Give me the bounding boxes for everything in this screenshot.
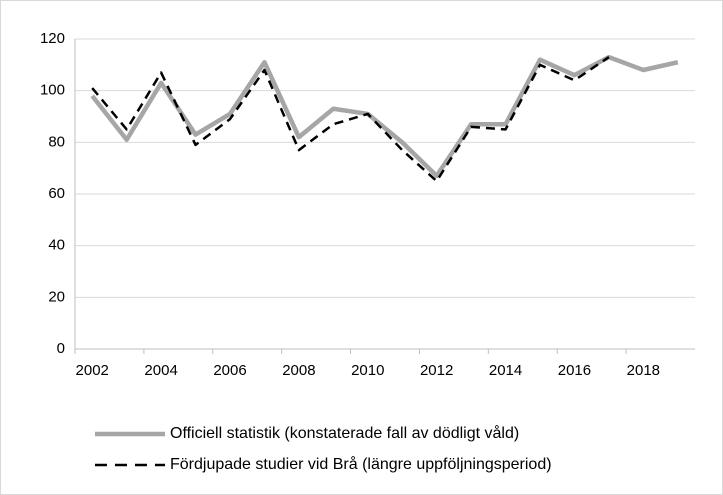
y-tick-label: 120 — [40, 30, 65, 47]
y-tick-label: 0 — [57, 340, 65, 357]
x-tick-label: 2014 — [489, 362, 522, 379]
x-tick-label: 2006 — [213, 362, 246, 379]
x-tick-label: 2008 — [282, 362, 315, 379]
y-tick-label: 40 — [48, 237, 65, 254]
y-tick-label: 20 — [48, 288, 65, 305]
x-tick-label: 2002 — [76, 362, 109, 379]
x-tick-label: 2012 — [420, 362, 453, 379]
x-tick-label: 2018 — [627, 362, 660, 379]
legend-label: Fördjupade studier vid Brå (längre uppfö… — [170, 455, 552, 473]
x-tick-label: 2010 — [351, 362, 384, 379]
series-line — [90, 54, 679, 179]
x-tick-label: 2016 — [558, 362, 591, 379]
series-line — [91, 56, 610, 183]
legend-label: Officiell statistik (konstaterade fall a… — [170, 424, 519, 442]
y-tick-label: 60 — [48, 185, 65, 202]
x-tick-label: 2004 — [144, 362, 177, 379]
y-tick-label: 80 — [48, 133, 65, 150]
y-tick-label: 100 — [40, 82, 65, 99]
